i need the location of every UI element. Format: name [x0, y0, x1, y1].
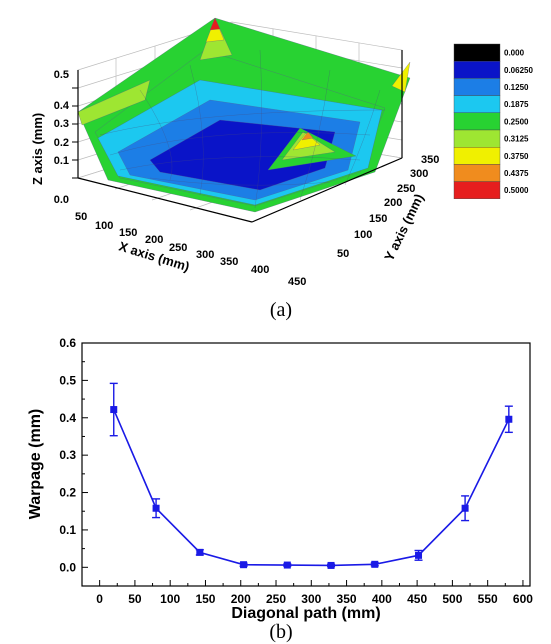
- x-tick-label: 550: [478, 592, 498, 606]
- colorbar-swatch: [453, 43, 501, 62]
- y-tick-label: 0.6: [59, 336, 76, 350]
- y-axis-label: Warpage (mm): [27, 409, 44, 520]
- x-tick-label: 350: [337, 592, 357, 606]
- y-tick-label: 0.2: [59, 486, 76, 500]
- y-ticks: 50 100 150 200 250 300 350: [337, 154, 439, 260]
- colorbar-swatch: [453, 112, 501, 131]
- y-tick-label: 350: [421, 154, 439, 166]
- colorbar-label: 0.1250: [504, 83, 529, 92]
- colorbar-swatch: [453, 95, 501, 113]
- colorbar-swatch: [453, 61, 501, 79]
- colorbar-swatch: [453, 129, 501, 148]
- colorbar-label: 0.4375: [504, 169, 529, 178]
- x-tick-label: 250: [169, 242, 187, 254]
- x-tick-label: 400: [251, 264, 269, 276]
- y-tick-label: 300: [410, 168, 428, 180]
- x-tick-label: 150: [195, 592, 215, 606]
- y-tick-label: 100: [354, 229, 372, 241]
- x-tick-label: 300: [196, 249, 214, 261]
- colorbar-swatch: [453, 78, 501, 96]
- y-tick-label: 0.4: [59, 411, 76, 425]
- warpage-series: [109, 382, 513, 569]
- y-tick-label: 250: [397, 183, 415, 195]
- warpage-line-chart: 0 50 100 150 200 250 300 350 400 450 500 550 600 0.0…: [27, 336, 533, 643]
- colorbar-label: 0.3125: [504, 135, 529, 144]
- x-tick-label: 250: [266, 592, 286, 606]
- z-tick-label: 0.4: [54, 100, 70, 112]
- data-point: [415, 551, 423, 559]
- x-ticks: 50 100 150 200 250 300 350 400 450: [75, 211, 306, 288]
- colorbar-label: 0.5000: [504, 186, 529, 195]
- y-axis-ticks: 0.0 0.1 0.2 0.3 0.4 0.5 0.6: [59, 336, 88, 574]
- colorbar-label: 0.2500: [504, 117, 529, 126]
- plot-frame: [81, 342, 531, 587]
- z-tick-label: 0.5: [54, 69, 69, 81]
- colorbar: 0.000 0.06250 0.1250 0.1875 0.2500 0.3125 0.37…: [453, 43, 533, 200]
- z-tick-label: 0.1: [54, 155, 69, 167]
- colorbar-swatch: [453, 146, 501, 165]
- data-point: [110, 406, 118, 414]
- data-point: [461, 504, 469, 512]
- data-point: [505, 415, 513, 423]
- x-axis-ticks: 0 50 100 150 200 250 300 350 400 450 500 550 600: [96, 580, 533, 606]
- z-ticks: 0.0 0.1 0.2 0.3 0.4 0.5: [54, 69, 78, 206]
- y-tick-label: 200: [384, 197, 402, 209]
- data-point: [152, 504, 160, 512]
- x-axis-label: Diagonal path (mm): [231, 605, 380, 622]
- x-tick-label: 150: [119, 227, 137, 239]
- x-tick-label: 350: [220, 256, 238, 268]
- x-tick-label: 500: [442, 592, 462, 606]
- colorbar-label: 0.1875: [504, 100, 529, 109]
- data-point: [327, 561, 335, 569]
- z-tick-label: 0.2: [54, 137, 69, 149]
- colorbar-swatch: [453, 181, 501, 200]
- y-tick-label: 50: [337, 248, 349, 260]
- y-tick-label: 0.3: [59, 448, 76, 462]
- x-tick-label: 50: [128, 592, 142, 606]
- colorbar-label: 0.000: [504, 49, 525, 58]
- caption-a: (a): [270, 299, 292, 321]
- caption-b: (b): [269, 621, 292, 643]
- z-tick-label: 0.3: [54, 118, 69, 130]
- x-tick-label: 450: [288, 276, 306, 288]
- x-tick-label: 400: [372, 592, 392, 606]
- series-line: [113, 409, 510, 567]
- x-tick-label: 300: [301, 592, 321, 606]
- colorbar-swatch: [453, 164, 501, 182]
- warpage-surface: [77, 17, 411, 213]
- surface-plot: 0.0 0.1 0.2 0.3 0.4 0.5 Z axis (mm) 50 1…: [30, 17, 533, 321]
- data-point: [196, 548, 204, 556]
- data-point: [371, 560, 379, 568]
- x-tick-label: 0: [96, 592, 103, 606]
- x-tick-label: 100: [95, 220, 113, 232]
- data-point: [240, 561, 248, 569]
- x-tick-label: 450: [407, 592, 427, 606]
- x-tick-label: 600: [513, 592, 533, 606]
- x-tick-label: 200: [145, 234, 163, 246]
- x-tick-label: 100: [160, 592, 180, 606]
- x-tick-label: 50: [75, 211, 87, 223]
- z-axis-label: Z axis (mm): [30, 113, 45, 185]
- colorbar-label: 0.3750: [504, 152, 529, 161]
- x-tick-label: 200: [231, 592, 251, 606]
- y-tick-label: 0.5: [59, 373, 76, 387]
- data-point: [283, 561, 291, 569]
- y-tick-label: 150: [369, 213, 387, 225]
- y-tick-label: 0.1: [59, 523, 76, 537]
- colorbar-label: 0.06250: [504, 66, 533, 75]
- y-tick-label: 0.0: [59, 560, 76, 574]
- z-tick-label: 0.0: [54, 194, 69, 206]
